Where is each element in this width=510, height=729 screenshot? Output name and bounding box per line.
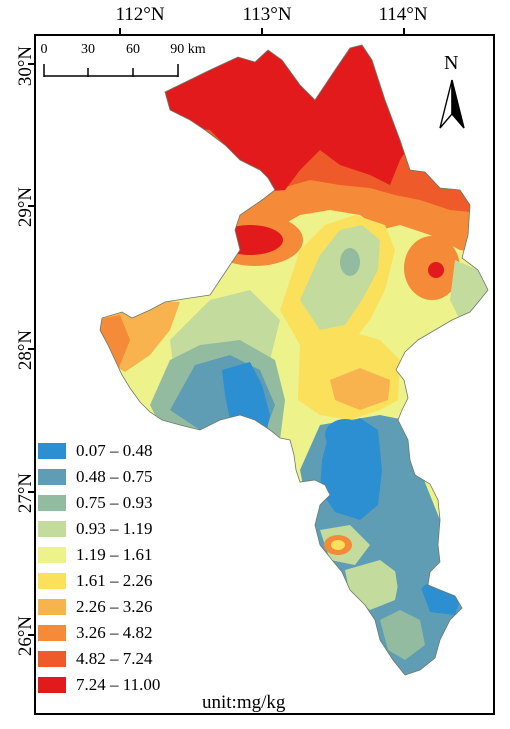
legend-item: 1.61 – 2.26 (38, 570, 153, 592)
legend-label: 0.93 – 1.19 (76, 519, 153, 538)
scale-bar (43, 64, 179, 77)
legend-item: 0.07 – 0.48 (38, 440, 153, 462)
legend-item: 0.93 – 1.19 (38, 518, 153, 540)
legend-swatch (38, 495, 66, 511)
legend-label: 2.26 – 3.26 (76, 597, 153, 616)
scale-label-90: 90 km (170, 42, 206, 57)
longitude-tick (261, 28, 263, 36)
legend-item: 2.26 – 3.26 (38, 596, 153, 618)
longitude-label-113: 113°N (242, 4, 292, 25)
latitude-tick (28, 634, 36, 636)
legend-swatch (38, 573, 66, 589)
legend-swatch (38, 521, 66, 537)
legend-swatch (38, 677, 66, 693)
longitude-tick (119, 28, 121, 36)
region-boundary (99, 44, 489, 676)
scale-label-0: 0 (40, 42, 48, 57)
legend-label: 1.19 – 1.61 (76, 545, 153, 564)
legend-item: 0.48 – 0.75 (38, 466, 153, 488)
legend-unit: unit:mg/kg (202, 692, 286, 713)
longitude-label-114: 114°N (378, 4, 428, 25)
legend-label: 0.48 – 0.75 (76, 467, 153, 486)
latitude-tick (28, 348, 36, 350)
legend-swatch (38, 625, 66, 641)
north-label: N (444, 52, 459, 74)
legend-item: 1.19 – 1.61 (38, 544, 153, 566)
legend-swatch (38, 469, 66, 485)
longitude-label-112: 112°N (115, 4, 165, 25)
legend-label: 3.26 – 4.82 (76, 623, 153, 642)
legend-swatch (38, 547, 66, 563)
legend-swatch (38, 651, 66, 667)
legend-label: 7.24 – 11.00 (76, 675, 161, 694)
legend-item: 3.26 – 4.82 (38, 622, 153, 644)
legend-swatch (38, 599, 66, 615)
legend-label: 4.82 – 7.24 (76, 649, 153, 668)
latitude-tick (28, 491, 36, 493)
scale-label-30: 30 (81, 42, 95, 57)
legend-item: 7.24 – 11.00 (38, 674, 160, 696)
north-arrow-icon (439, 79, 465, 129)
legend-label: 1.61 – 2.26 (76, 571, 153, 590)
legend-label: 0.75 – 0.93 (76, 493, 153, 512)
legend-label: 0.07 – 0.48 (76, 441, 153, 460)
scale-label-60: 60 (126, 42, 140, 57)
longitude-tick (403, 28, 405, 36)
legend-item: 4.82 – 7.24 (38, 648, 153, 670)
legend-item: 0.75 – 0.93 (38, 492, 153, 514)
legend-swatch (38, 443, 66, 459)
latitude-tick (28, 63, 36, 65)
latitude-tick (28, 205, 36, 207)
